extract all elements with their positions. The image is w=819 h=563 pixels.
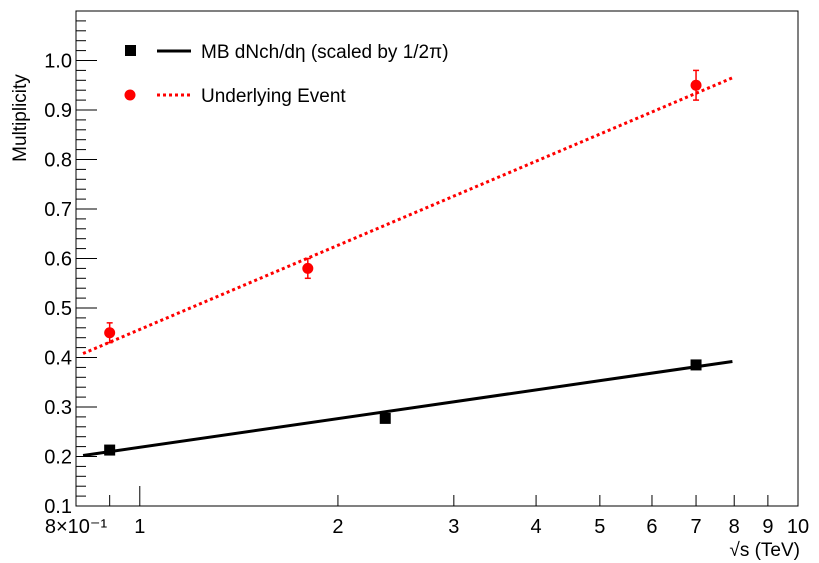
x-tick-label: 2	[332, 516, 343, 538]
legend-marker-square	[125, 45, 136, 56]
x-axis-tick-labels: 8×10⁻¹ 1 2 3 4 5 6 7 8 9 10	[45, 516, 809, 538]
data-point-square	[690, 359, 702, 371]
data-point-circle	[104, 327, 116, 339]
y-tick-label: 0.2	[44, 447, 72, 469]
fit-line-mb	[82, 359, 733, 457]
data-point-square	[104, 444, 116, 456]
y-tick-label: 0.6	[44, 249, 72, 271]
fit-line-ue	[82, 76, 734, 355]
y-tick-label: 0.9	[44, 100, 72, 122]
x-tick-label: 10	[787, 516, 809, 538]
legend-label-ue: Underlying Event	[201, 86, 346, 107]
data-point-circle	[690, 79, 702, 91]
plot-frame	[75, 10, 799, 507]
x-tick-label: 6	[646, 516, 657, 538]
y-tick-label: 0.8	[44, 150, 72, 172]
legend: MB dNch/dη (scaled by 1/2π) Underlying E…	[124, 42, 449, 107]
y-tick-label: 0.5	[44, 298, 72, 320]
x-tick-label: 4	[531, 516, 542, 538]
x-tick-label: 8	[729, 516, 740, 538]
legend-label-mb: MB dNch/dη (scaled by 1/2π)	[201, 42, 449, 63]
legend-marker-circle	[124, 89, 136, 101]
y-tick-label: 0.1	[44, 496, 72, 518]
fit-lines	[82, 76, 734, 457]
data-point-circle	[302, 262, 314, 274]
x-tick-label: 5	[594, 516, 605, 538]
y-tick-label: 0.7	[44, 199, 72, 221]
x-tick-label: 1	[134, 516, 145, 538]
y-tick-label: 0.3	[44, 397, 72, 419]
x-tick-label: 8×10⁻¹	[45, 516, 108, 538]
x-tick-label: 7	[690, 516, 701, 538]
y-axis-ticks	[76, 20, 97, 507]
x-tick-label: 9	[762, 516, 773, 538]
legend-entry-mb: MB dNch/dη (scaled by 1/2π)	[125, 42, 449, 63]
x-axis-ticks	[75, 486, 799, 506]
y-axis-title: Multiplicity	[10, 74, 31, 162]
x-tick-label: 3	[448, 516, 459, 538]
legend-entry-ue: Underlying Event	[124, 86, 346, 107]
y-tick-label: 1.0	[44, 51, 72, 73]
y-axis-tick-labels: 0.1 0.2 0.3 0.4 0.5 0.6 0.7 0.8 0.9 1.0	[44, 51, 72, 519]
data-points	[104, 79, 702, 456]
data-point-square	[379, 412, 391, 424]
y-tick-label: 0.4	[44, 348, 72, 370]
error-bars	[106, 69, 700, 344]
x-axis-title: √s (TeV)	[729, 540, 800, 561]
